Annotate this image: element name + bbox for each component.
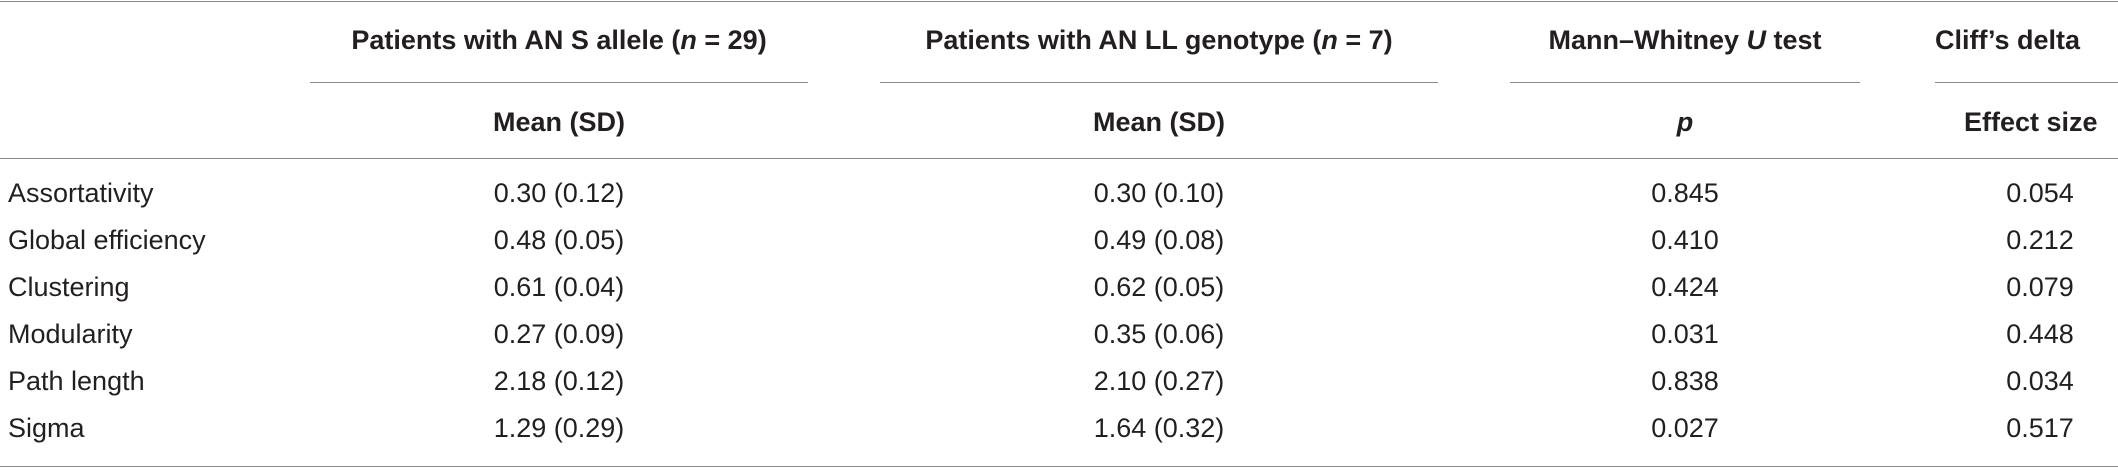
cell-effect-size: 0.034 [2006, 366, 2074, 396]
header-ll-prefix: Patients with AN LL genotype ( [925, 25, 1322, 55]
cell-ll-genotype: 0.35 (0.06) [1093, 319, 1225, 349]
row-label: Global efficiency [8, 225, 206, 255]
cell-p-value: 0.410 [1651, 225, 1719, 255]
cell-p-value: 0.027 [1651, 413, 1719, 443]
header-cliffs-delta: Cliff’s delta [1935, 25, 2081, 55]
cell-effect-size: 0.054 [2006, 178, 2074, 208]
subheader-rule [0, 158, 2118, 159]
header-ll-genotype: Patients with AN LL genotype (n = 7) [880, 24, 1438, 56]
table-row: Clustering 0.61 (0.04) 0.62 (0.05) 0.424… [0, 264, 2118, 311]
header-mann-whitney: Mann–Whitney U test [1510, 24, 1860, 56]
cell-s-allele: 0.48 (0.05) [493, 225, 625, 255]
cell-p-value: 0.845 [1651, 178, 1719, 208]
header-rule-s-allele [310, 82, 808, 83]
header-mw-prefix: Mann–Whitney [1548, 25, 1747, 55]
header-s-allele-n: n [680, 25, 697, 55]
header-rule-cliffs-delta [1935, 82, 2118, 83]
bottom-rule [0, 466, 2118, 467]
table-row: Sigma 1.29 (0.29) 1.64 (0.32) 0.027 0.51… [0, 405, 2118, 452]
subheader-p-value: p [1510, 106, 1860, 138]
cell-ll-genotype: 2.10 (0.27) [1093, 366, 1225, 396]
cell-effect-size: 0.448 [2006, 319, 2074, 349]
row-label: Sigma [8, 413, 85, 443]
table-row: Path length 2.18 (0.12) 2.10 (0.27) 0.83… [0, 358, 2118, 405]
header-rule-ll-genotype [880, 82, 1438, 83]
row-label: Clustering [8, 272, 130, 302]
cell-s-allele: 1.29 (0.29) [493, 413, 625, 443]
header-s-allele: Patients with AN S allele (n = 29) [310, 24, 808, 56]
cell-ll-genotype: 0.62 (0.05) [1093, 272, 1225, 302]
top-rule [0, 1, 2118, 2]
header-s-allele-suffix: = 29) [696, 25, 767, 55]
subheader-s-allele: Mean (SD) [492, 107, 625, 137]
cell-s-allele: 0.30 (0.12) [493, 178, 625, 208]
subheader-p: p [1676, 107, 1694, 137]
row-label: Assortativity [8, 178, 154, 208]
row-label: Modularity [8, 319, 133, 349]
header-ll-n: n [1321, 25, 1338, 55]
cell-p-value: 0.031 [1651, 319, 1719, 349]
cell-p-value: 0.424 [1651, 272, 1719, 302]
cell-effect-size: 0.517 [2006, 413, 2074, 443]
table-row: Assortativity 0.30 (0.12) 0.30 (0.10) 0.… [0, 170, 2118, 217]
header-s-allele-prefix: Patients with AN S allele ( [351, 25, 681, 55]
cell-ll-genotype: 1.64 (0.32) [1093, 413, 1225, 443]
cell-effect-size: 0.212 [2006, 225, 2074, 255]
cell-ll-genotype: 0.30 (0.10) [1093, 178, 1225, 208]
header-ll-suffix: = 7) [1337, 25, 1393, 55]
cell-ll-genotype: 0.49 (0.08) [1093, 225, 1225, 255]
table-row: Modularity 0.27 (0.09) 0.35 (0.06) 0.031… [0, 311, 2118, 358]
header-mw-u: U [1746, 25, 1766, 55]
cell-s-allele: 2.18 (0.12) [493, 366, 625, 396]
cell-effect-size: 0.079 [2006, 272, 2074, 302]
row-label: Path length [8, 366, 145, 396]
table-row: Global efficiency 0.48 (0.05) 0.49 (0.08… [0, 217, 2118, 264]
subheader-ll-genotype: Mean (SD) [1092, 107, 1225, 137]
header-rule-mann-whitney [1510, 82, 1860, 83]
subheader-effect-size: Effect size [1964, 107, 2098, 137]
header-mw-suffix: test [1765, 25, 1822, 55]
cell-s-allele: 0.61 (0.04) [493, 272, 625, 302]
cell-p-value: 0.838 [1651, 366, 1719, 396]
cell-s-allele: 0.27 (0.09) [493, 319, 625, 349]
